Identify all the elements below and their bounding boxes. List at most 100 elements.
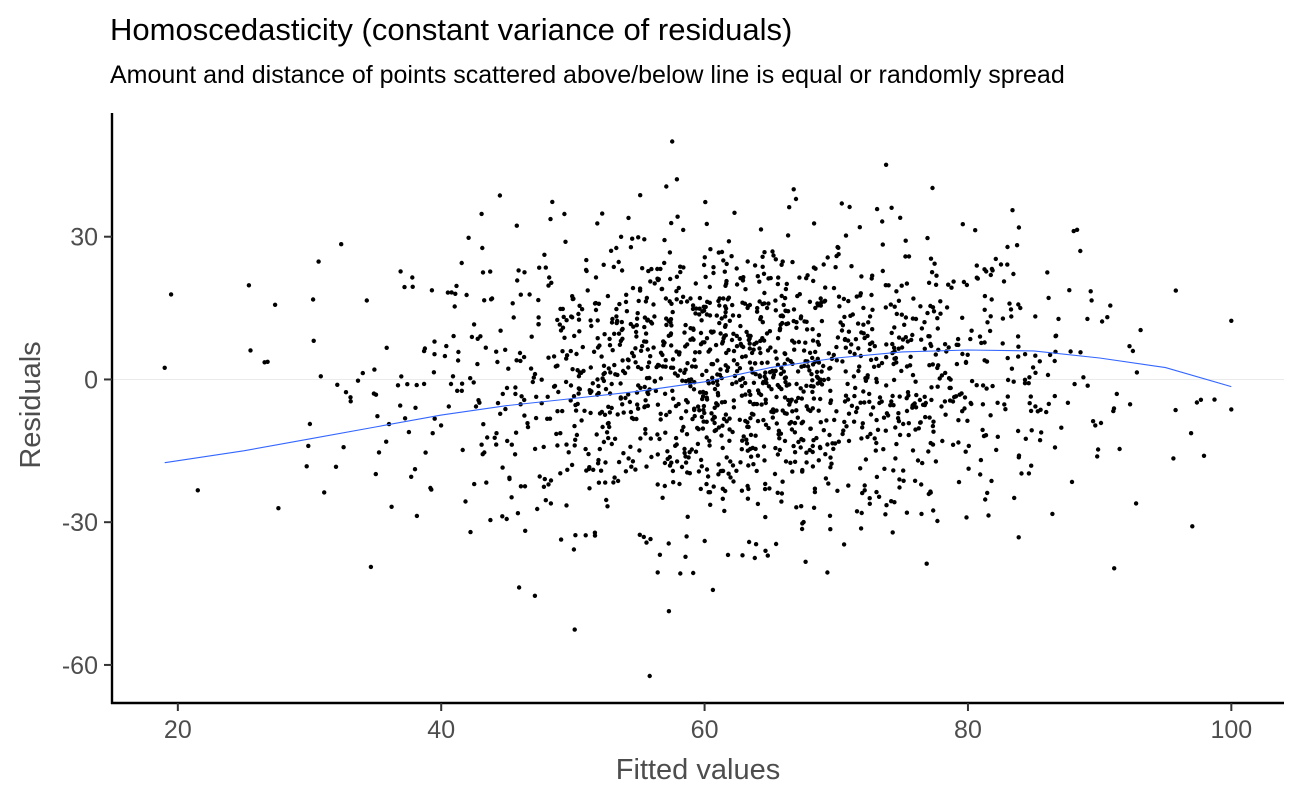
data-point [664,322,669,328]
data-point [773,257,778,262]
data-point [731,405,737,410]
data-point [884,342,889,347]
data-point [620,368,626,374]
data-point [798,386,803,391]
data-point [804,460,809,465]
data-point [421,381,427,387]
data-point [773,308,778,313]
data-point [646,360,652,365]
data-point [988,413,993,418]
data-point [988,314,993,319]
data-point [639,366,644,371]
data-point [740,553,745,558]
data-point [870,327,875,332]
data-point [679,415,684,421]
data-point [889,205,894,210]
data-point [596,457,601,463]
data-point [956,418,961,423]
data-point [906,254,912,259]
data-point [1029,428,1034,433]
data-point [943,370,948,376]
data-point [693,281,698,286]
data-point [987,328,993,334]
data-point [680,294,686,299]
data-point [723,363,728,368]
data-point [929,270,935,275]
data-point [602,412,608,417]
data-point [831,446,836,452]
data-point [740,278,746,283]
data-point [662,460,668,466]
data-point [616,331,622,336]
data-point [537,265,542,270]
data-point [626,456,631,461]
data-point [509,442,514,447]
data-point [853,409,859,415]
data-point [933,459,939,464]
data-point [700,426,706,431]
data-point [946,345,951,350]
data-point [726,471,731,476]
data-point [636,235,641,240]
data-point [665,456,670,462]
data-point [459,388,464,393]
data-point [682,446,687,452]
data-point [606,404,611,409]
data-point [667,299,672,304]
data-point [570,315,575,320]
data-point [697,408,702,413]
data-point [774,394,779,400]
data-point [1005,377,1011,383]
data-point [922,394,927,399]
data-point [471,380,476,385]
data-point [906,421,911,426]
data-point [666,609,672,614]
data-point [675,214,680,219]
data-point [577,303,582,308]
data-point [1059,425,1064,430]
data-point [311,338,316,343]
data-point [409,474,414,479]
data-point [577,370,582,375]
data-point [406,429,412,435]
data-point [741,275,746,280]
data-point [880,242,885,247]
data-point [1081,375,1086,380]
data-point [248,348,253,353]
data-point [262,360,267,365]
data-point [714,313,719,318]
data-point [928,440,933,446]
data-point [648,536,653,542]
data-point [754,309,760,314]
data-point [616,459,622,465]
data-point [889,330,894,336]
data-point [795,369,801,374]
data-point [743,354,748,359]
data-point [1014,243,1020,248]
data-point [513,391,518,397]
data-point [679,428,685,433]
data-point [946,376,952,381]
data-point [831,285,837,291]
data-point [717,303,722,308]
data-point [590,381,595,386]
data-point [876,494,882,499]
data-point [638,193,643,198]
data-point [577,329,582,334]
data-point [668,276,673,282]
data-point [890,393,895,399]
data-point [755,453,761,458]
data-point [1005,244,1010,250]
data-point [579,418,584,423]
data-point [762,486,768,492]
data-point [729,254,734,259]
data-point [628,444,633,449]
data-point [727,427,732,432]
data-point [1133,501,1139,506]
data-point [1085,383,1090,388]
axes-layer: 20 40 60 80 100 -60 -30 0 30 [62,113,1284,744]
data-point [799,526,805,532]
data-point [846,411,852,416]
data-point [792,450,798,455]
data-point [610,348,615,353]
